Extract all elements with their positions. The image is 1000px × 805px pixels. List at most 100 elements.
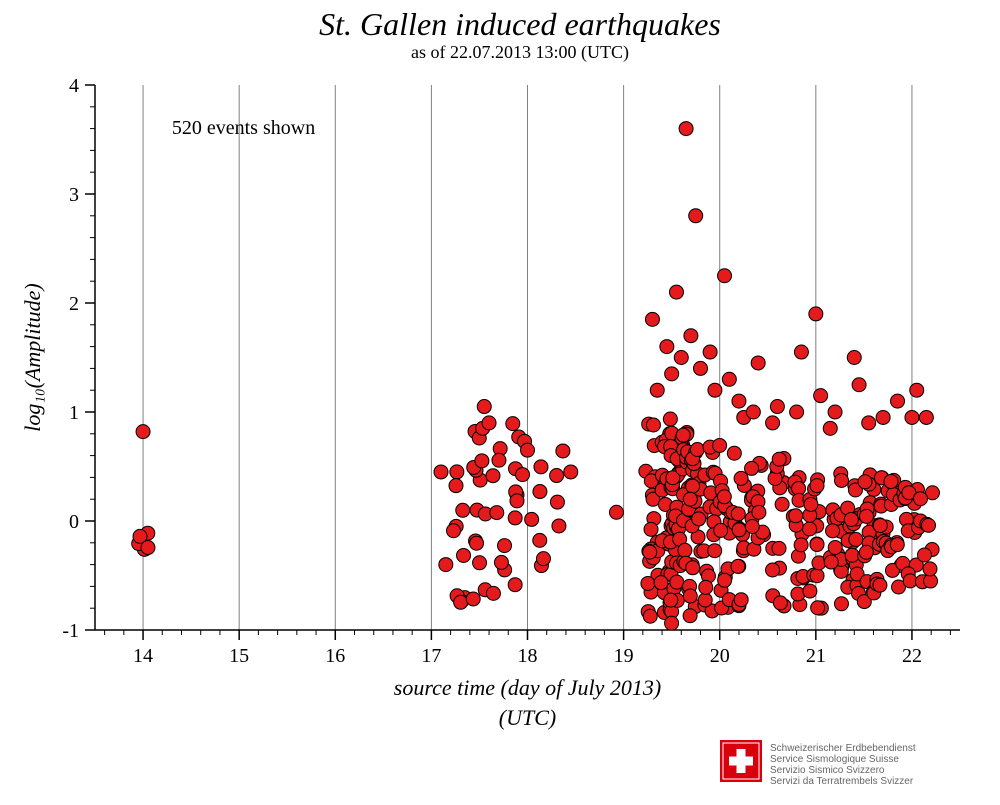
data-point <box>141 541 155 555</box>
data-point <box>803 522 817 536</box>
data-point <box>664 593 678 607</box>
data-point <box>678 543 692 557</box>
x-axis-label-2: (UTC) <box>499 705 556 730</box>
data-point <box>810 479 824 493</box>
data-point <box>794 345 808 359</box>
data-point <box>804 497 818 511</box>
data-point <box>654 576 668 590</box>
event-count-annotation: 520 events shown <box>172 117 315 139</box>
data-point <box>643 545 657 559</box>
data-point <box>873 578 887 592</box>
data-point <box>506 417 520 431</box>
data-point <box>457 548 471 562</box>
data-point <box>674 351 688 365</box>
data-point <box>775 497 789 511</box>
y-tick-label: 2 <box>69 293 79 315</box>
data-point <box>891 394 905 408</box>
data-point <box>834 473 848 487</box>
data-point <box>746 405 760 419</box>
data-point <box>508 511 522 525</box>
data-point <box>703 345 717 359</box>
data-point <box>643 609 657 623</box>
data-point <box>136 425 150 439</box>
data-point <box>858 475 872 489</box>
data-point <box>766 416 780 430</box>
data-point <box>486 469 500 483</box>
data-point <box>849 532 863 546</box>
data-point <box>826 524 840 538</box>
data-point <box>859 509 873 523</box>
x-axis-label: source time (day of July 2013) <box>394 675 661 700</box>
data-point <box>564 465 578 479</box>
attribution-logo <box>720 740 762 782</box>
data-point <box>533 533 547 547</box>
data-point <box>745 461 759 475</box>
chart-subtitle: as of 22.07.2013 13:00 (UTC) <box>411 42 629 63</box>
data-point <box>731 559 745 573</box>
data-point <box>708 544 722 558</box>
data-point <box>713 438 727 452</box>
data-point <box>845 548 859 562</box>
data-point <box>646 418 660 432</box>
data-point <box>876 410 890 424</box>
data-point <box>772 452 786 466</box>
data-point <box>676 428 690 442</box>
data-point <box>609 505 623 519</box>
x-tick-label: 17 <box>421 645 441 667</box>
data-point <box>731 507 745 521</box>
data-point <box>494 555 508 569</box>
data-point <box>466 592 480 606</box>
data-point <box>434 465 448 479</box>
attribution-text: Service Sismologique Suisse <box>770 754 899 765</box>
data-point <box>641 576 655 590</box>
data-point <box>905 410 919 424</box>
data-point <box>650 383 664 397</box>
x-tick-label: 22 <box>902 645 922 667</box>
data-point <box>910 383 924 397</box>
data-point <box>824 555 838 569</box>
data-point <box>686 479 700 493</box>
y-tick-label: -1 <box>62 620 79 642</box>
data-point <box>766 563 780 577</box>
data-point <box>447 524 461 538</box>
data-point <box>734 471 748 485</box>
x-tick-label: 15 <box>229 645 249 667</box>
data-point <box>475 454 489 468</box>
y-tick-label: 1 <box>69 402 79 424</box>
data-point <box>803 584 817 598</box>
data-point <box>536 552 550 566</box>
data-point <box>683 492 697 506</box>
data-point <box>439 558 453 572</box>
data-point <box>686 561 700 575</box>
attribution-text: Servizi da Terratrembels Svizzer <box>770 776 914 787</box>
data-point <box>477 400 491 414</box>
data-point <box>773 596 787 610</box>
chart-title: St. Gallen induced earthquakes <box>319 6 721 42</box>
y-tick-label: 4 <box>69 75 79 97</box>
data-point <box>550 495 564 509</box>
data-point <box>913 492 927 506</box>
attribution-text: Schweizerischer Erdbebendienst <box>770 743 916 754</box>
data-point <box>665 616 679 630</box>
data-point <box>727 446 741 460</box>
data-point <box>828 541 842 555</box>
data-point <box>498 539 512 553</box>
data-point <box>734 593 748 607</box>
x-tick-label: 21 <box>806 645 826 667</box>
data-point <box>751 356 765 370</box>
data-point <box>679 122 693 136</box>
data-point <box>473 556 487 570</box>
data-point <box>722 372 736 386</box>
data-point <box>644 522 658 536</box>
data-point <box>698 593 712 607</box>
data-point <box>482 416 496 430</box>
data-point <box>752 505 766 519</box>
data-point <box>708 383 722 397</box>
data-point <box>810 538 824 552</box>
data-point <box>508 578 522 592</box>
data-point <box>486 586 500 600</box>
data-point <box>669 285 683 299</box>
data-point <box>823 421 837 435</box>
data-point <box>516 468 530 482</box>
data-point <box>809 307 823 321</box>
